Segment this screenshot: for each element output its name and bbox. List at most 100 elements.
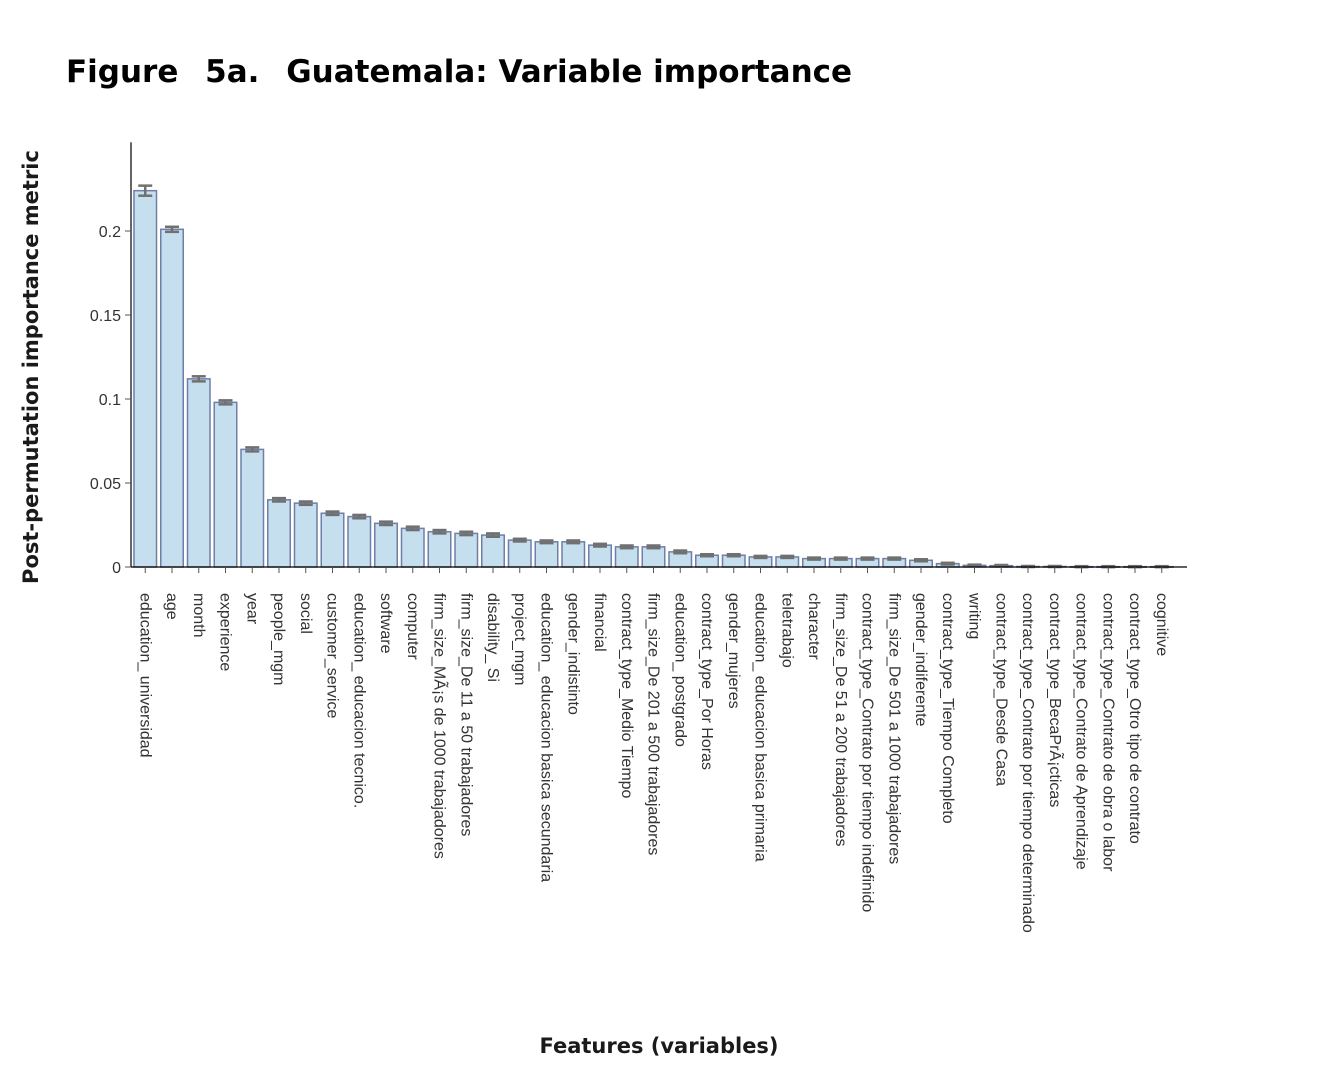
bar	[400, 527, 425, 568]
x-axis: education_ universidad age month experience…	[131, 566, 1187, 933]
error-bar	[539, 539, 554, 545]
y-tick-label: 0.15	[90, 308, 121, 325]
y-axis-title: Post-permutation importance metric	[19, 150, 43, 584]
category-label: social	[297, 593, 314, 634]
error-bar	[379, 520, 393, 527]
category-label: firm_size_De 201 a 500 trabajadores	[645, 593, 662, 855]
category-label: software	[377, 593, 394, 654]
bar	[641, 546, 666, 568]
error-bar	[940, 561, 955, 566]
category-label: teletrabajo	[778, 593, 795, 668]
category-label: contract_type_Contrato por tiempo determ…	[1019, 593, 1036, 933]
bar	[240, 448, 265, 568]
y-tick-label: 0.2	[99, 224, 121, 241]
category-label: education_ postgrado	[671, 593, 688, 747]
figure-title: Figure 5a. Guatemala: Variable importanc…	[66, 54, 852, 90]
bar	[186, 378, 211, 568]
error-bar	[833, 556, 848, 561]
bar	[293, 502, 318, 568]
category-label: financial	[591, 593, 608, 652]
error-bar	[726, 552, 741, 558]
error-bar	[700, 552, 714, 558]
y-tick-label: 0.05	[90, 476, 121, 493]
figure-number: 5a.	[205, 54, 259, 90]
category-label: gender_indistinto	[564, 593, 581, 715]
y-axis: 0 0.05 0.1 0.15 0.2	[90, 142, 132, 577]
category-label: contract_type_Medio Tiempo	[618, 593, 635, 799]
bar	[160, 228, 184, 568]
error-bar	[352, 513, 367, 520]
category-label: cognitive	[1153, 593, 1170, 656]
figure-title-text: Guatemala: Variable importance	[286, 54, 852, 90]
category-label: education_ educacion tecnico.	[350, 593, 367, 808]
category-label: contract_type_Por Horas	[698, 593, 715, 770]
bar	[267, 499, 291, 568]
error-bar	[994, 563, 1009, 568]
bar	[320, 512, 345, 568]
category-label: education_ educacion basica secundaria	[538, 593, 555, 882]
error-bar	[673, 549, 688, 555]
category-label: contract_type_Tiempo Completo	[939, 593, 956, 824]
error-bar	[646, 544, 661, 550]
y-tick-label: 0.1	[99, 392, 121, 409]
category-label: month	[190, 593, 207, 637]
error-bar	[138, 184, 153, 197]
bar	[614, 546, 639, 568]
error-bar	[272, 496, 286, 503]
error-bar	[325, 510, 340, 517]
bar	[588, 544, 612, 568]
error-bar	[887, 556, 902, 561]
bar	[534, 541, 559, 568]
error-bar	[512, 537, 527, 543]
category-label: age	[163, 593, 180, 620]
error-bar	[914, 558, 928, 563]
error-bar	[432, 528, 447, 535]
bar	[507, 539, 532, 568]
category-label: contract_type_Contrato de obra o labor	[1099, 593, 1116, 872]
error-bar	[566, 539, 581, 545]
category-label: gender_mujeres	[725, 593, 742, 709]
x-axis-title: Features (variables)	[539, 1034, 778, 1058]
error-bar	[860, 556, 875, 561]
bar	[213, 401, 238, 568]
error-bar	[298, 500, 313, 507]
category-label: contract_type_BecaPrÃ¡cticas	[1046, 593, 1066, 807]
bar	[427, 530, 452, 568]
category-label: experience	[217, 593, 234, 671]
error-bar	[807, 556, 821, 561]
error-bar	[191, 375, 206, 383]
category-label: education_ universidad	[136, 593, 153, 758]
category-label: customer_service	[324, 593, 341, 718]
category-label: contract_type_Otro tipo de contrato	[1126, 593, 1143, 844]
category-label: firm_size_De 501 a 1000 trabajadores	[885, 593, 902, 864]
category-label: people_mgm	[270, 593, 287, 686]
error-bar	[967, 563, 982, 568]
category-label: firm_size_MÃ¡s de 1000 trabajadores	[431, 593, 451, 859]
category-label: year	[243, 593, 260, 625]
category-label: computer	[404, 593, 421, 660]
bar	[481, 534, 505, 568]
error-bar	[218, 399, 233, 406]
bar	[561, 541, 586, 568]
category-label: character	[805, 593, 822, 660]
figure-label: Figure	[66, 54, 178, 90]
error-bar	[593, 542, 607, 548]
bar	[347, 515, 372, 568]
bar-series	[133, 184, 1174, 569]
category-label: firm_size_De 51 a 200 trabajadores	[832, 593, 849, 846]
error-bar	[245, 446, 260, 453]
error-bar	[459, 530, 474, 537]
error-bar	[486, 532, 500, 539]
category-label: firm_size_De 11 a 50 trabajadores	[457, 593, 474, 836]
error-bar	[405, 525, 420, 532]
category-label: project_mgm	[511, 593, 528, 685]
category-label: writing	[966, 592, 983, 639]
category-label: education_ educacion basica primaria	[752, 593, 769, 862]
y-tick-label: 0	[112, 560, 121, 577]
bar	[374, 522, 398, 568]
category-label: contract_type_Contrato por tiempo indefi…	[859, 593, 876, 912]
error-bar	[753, 554, 768, 560]
category-label: gender_indiferente	[912, 593, 929, 727]
category-label: contract_type_Contrato de Aprendizaje	[1073, 593, 1090, 870]
